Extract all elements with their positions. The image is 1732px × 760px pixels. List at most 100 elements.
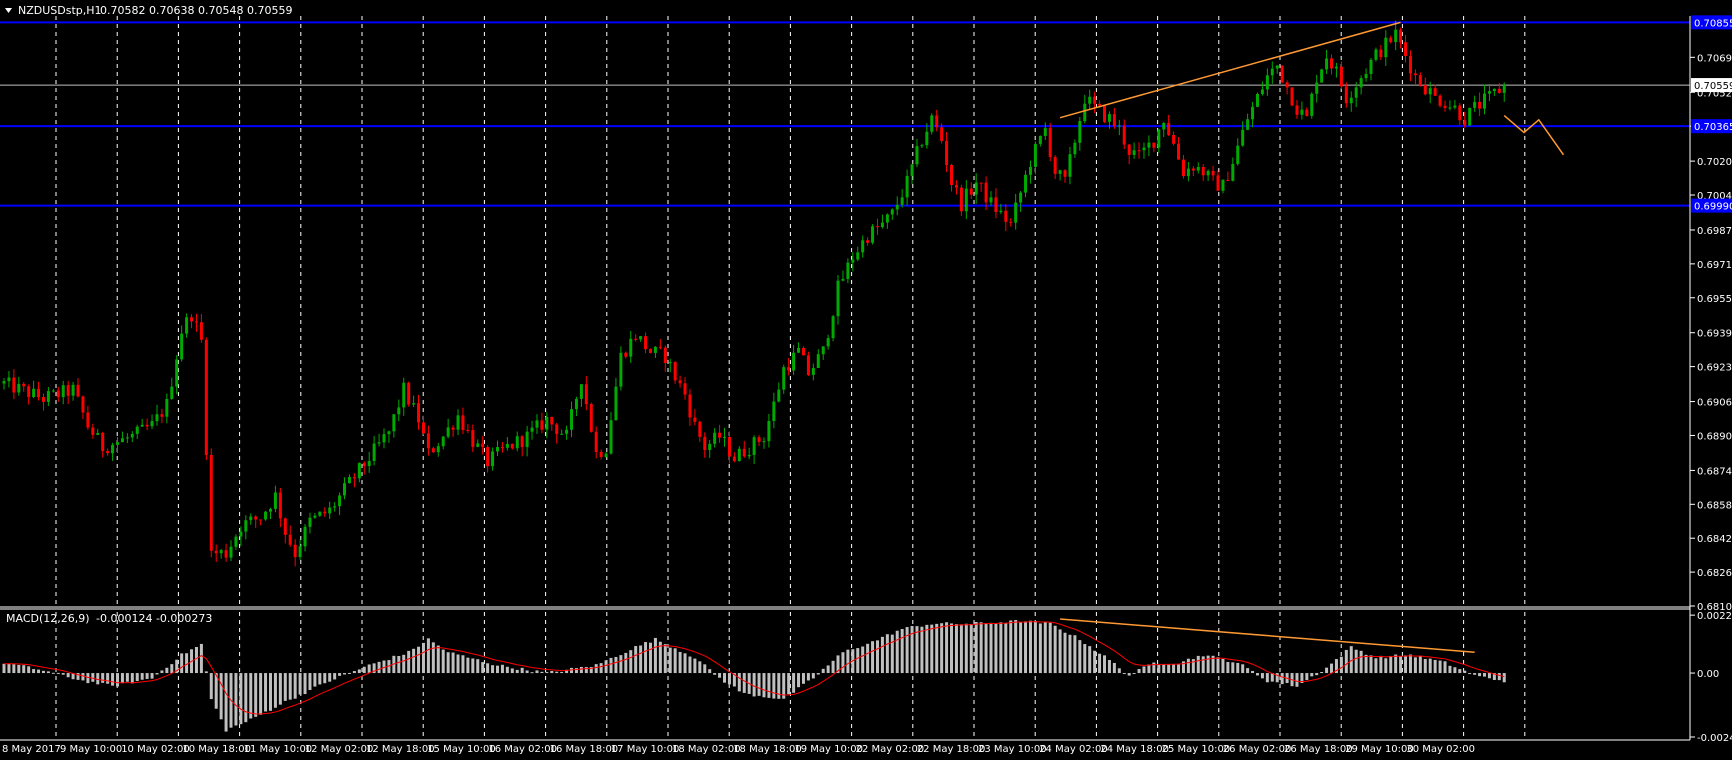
macd-bar (550, 670, 554, 674)
macd-scale: 0.002229 0.00 -0.002461 (1690, 611, 1732, 744)
macd-bar (1048, 622, 1052, 674)
candle-body (984, 182, 988, 203)
price-projection-path[interactable] (1503, 115, 1565, 156)
price-tick-label: 0.69065 (1697, 398, 1732, 409)
candle-body (1389, 37, 1393, 43)
macd-bar (505, 666, 509, 674)
macd-bar (91, 673, 95, 682)
candle-body (940, 127, 944, 141)
macd-bar (1152, 662, 1156, 674)
candle-body (1172, 135, 1176, 144)
candle-body (249, 516, 253, 521)
candle-body (145, 424, 149, 427)
candle-body (1315, 82, 1319, 94)
candle-body (510, 443, 514, 449)
macd-bar (273, 673, 277, 708)
macd-bar (663, 644, 667, 674)
candle-body (190, 317, 194, 322)
candle-body (357, 462, 361, 479)
candle-body (737, 448, 741, 462)
macd-bar (1280, 673, 1284, 685)
candle-body (7, 377, 11, 382)
macd-bar (1231, 662, 1235, 674)
macd-trend-line[interactable] (1060, 618, 1475, 654)
macd-bar (841, 652, 845, 674)
macd-bar (1177, 663, 1181, 674)
macd-bar (831, 660, 835, 674)
macd-bar (678, 651, 682, 674)
candle-body (979, 182, 983, 184)
candle-body (352, 477, 356, 479)
candle-body (846, 262, 850, 279)
macd-bar (96, 673, 100, 685)
macd-bar (565, 669, 569, 674)
candle-body (1147, 142, 1151, 148)
macd-bar (101, 673, 105, 683)
macd-bar (989, 622, 993, 674)
macd-bar (1117, 668, 1121, 674)
macd-bar (268, 673, 272, 711)
macd-bar (451, 652, 455, 674)
pane-separator[interactable] (0, 606, 1690, 610)
candle-body (777, 389, 781, 402)
macd-bar (525, 670, 529, 674)
candle-body (797, 347, 801, 353)
candle-body (1107, 114, 1111, 122)
macd-bar (352, 671, 356, 674)
macd-bar (1028, 620, 1032, 674)
macd-tick-label: 0.002229 (1697, 611, 1732, 622)
macd-bar (639, 645, 643, 674)
macd-bar (826, 665, 830, 674)
macd-bar (170, 664, 174, 674)
candle-body (999, 210, 1003, 213)
candle-body (431, 448, 435, 453)
candle-body (1221, 179, 1225, 191)
macd-bar (1502, 673, 1506, 683)
candle-body (648, 349, 652, 353)
chart-menu-triangle-icon[interactable] (5, 8, 12, 13)
candle-body (1216, 175, 1220, 191)
macd-bar (303, 673, 307, 695)
macd-bar (37, 669, 41, 674)
macd-bar (466, 657, 470, 674)
candle-body (1270, 68, 1274, 76)
macd-bar (234, 673, 238, 726)
candle-body (589, 403, 593, 432)
price-trend-line[interactable] (1059, 21, 1401, 119)
trend-drawings[interactable] (1059, 21, 1565, 156)
candle-body (1487, 91, 1491, 94)
candle-body (1384, 37, 1388, 58)
candle-body (1251, 106, 1255, 120)
macd-bar (1103, 655, 1107, 674)
candle-body (752, 437, 756, 455)
macd-bar (890, 634, 894, 674)
macd-bar (584, 667, 588, 674)
macd-bar (308, 673, 312, 691)
macd-bar (7, 663, 11, 674)
candle-body (165, 398, 169, 417)
macd-bar (1186, 658, 1190, 674)
macd-bar (560, 671, 564, 674)
candle-body (288, 534, 292, 545)
macd-bar (727, 673, 731, 685)
macd-bar (767, 673, 771, 698)
macd-bar (1191, 659, 1195, 674)
macd-bar (1265, 673, 1269, 683)
candle-body (1339, 66, 1343, 87)
macd-bar (214, 673, 218, 709)
candle-body (930, 115, 934, 132)
macd-bar (150, 673, 154, 679)
candle-body (194, 321, 198, 323)
macd-bar (1246, 668, 1250, 674)
candle-body (1142, 147, 1146, 151)
candle-body (555, 424, 559, 435)
candle-body (254, 516, 258, 520)
candle-body (1364, 73, 1368, 79)
macd-bar (496, 665, 499, 674)
macd-indicator-values: -0.000124 -0.000273 (96, 612, 212, 625)
candle-body (46, 391, 50, 402)
horizontal-levels[interactable] (0, 21, 1690, 207)
